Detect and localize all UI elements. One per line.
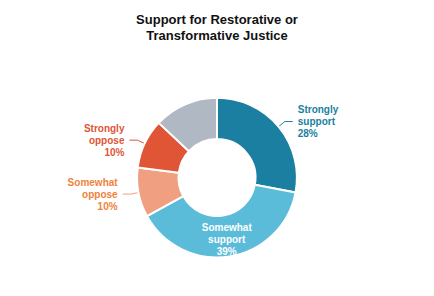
svg-text:Strongly: Strongly bbox=[84, 123, 125, 134]
svg-text:Strongly: Strongly bbox=[298, 104, 339, 115]
svg-text:10%: 10% bbox=[98, 201, 118, 212]
svg-text:39%: 39% bbox=[217, 246, 237, 257]
svg-text:28%: 28% bbox=[298, 128, 318, 139]
svg-text:Somewhat: Somewhat bbox=[202, 222, 253, 233]
svg-text:10%: 10% bbox=[104, 147, 124, 158]
svg-text:Transformative Justice: Transformative Justice bbox=[146, 28, 288, 43]
svg-text:oppose: oppose bbox=[82, 189, 118, 200]
svg-text:Support for Restorative or: Support for Restorative or bbox=[136, 12, 298, 27]
svg-text:Somewhat: Somewhat bbox=[68, 177, 119, 188]
svg-text:support: support bbox=[298, 116, 336, 127]
svg-text:oppose: oppose bbox=[89, 135, 125, 146]
svg-text:support: support bbox=[208, 234, 246, 245]
